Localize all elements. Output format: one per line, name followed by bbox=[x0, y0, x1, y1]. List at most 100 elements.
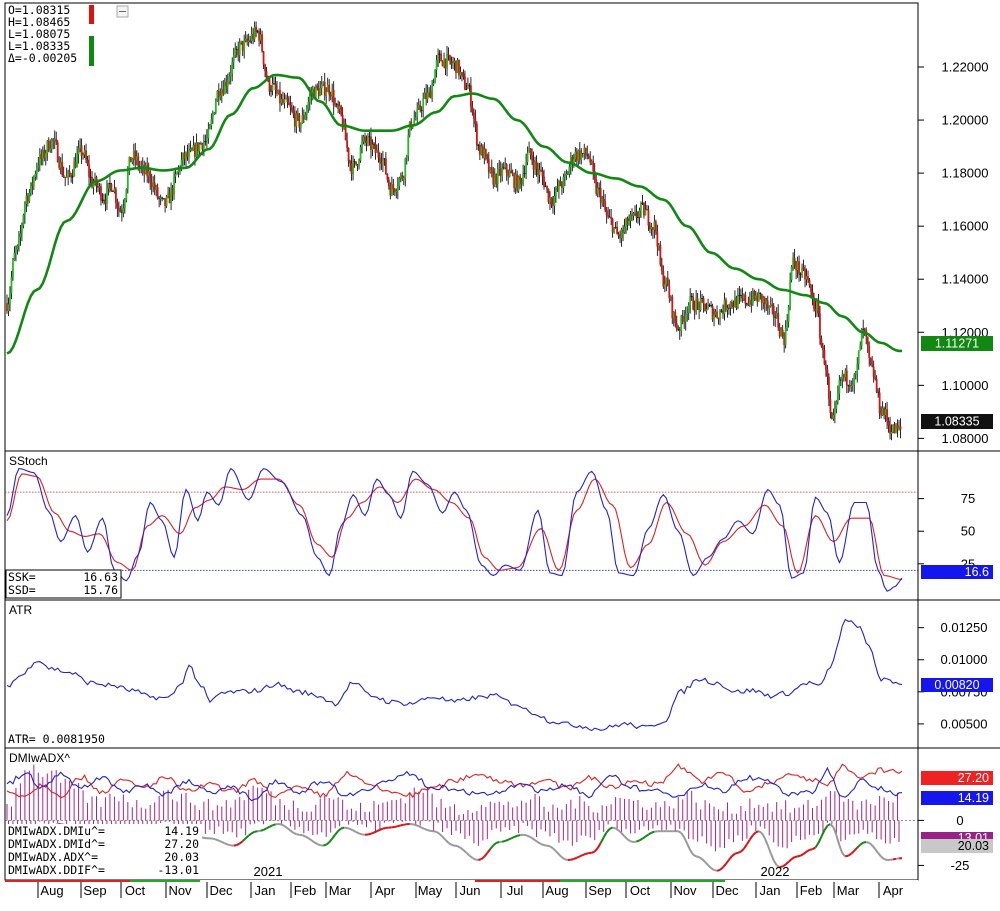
price-bar-body bbox=[55, 139, 57, 143]
ddif-line-segment bbox=[580, 855, 583, 856]
panel-settings-icon[interactable] bbox=[117, 6, 128, 17]
ddif-line-segment bbox=[636, 840, 639, 841]
ddif-line-segment bbox=[505, 840, 508, 841]
price-bar-body bbox=[497, 169, 499, 184]
price-bar-body bbox=[592, 161, 594, 171]
price-bar-body bbox=[175, 174, 177, 176]
svg-text:16.6: 16.6 bbox=[965, 565, 989, 579]
ddif-line-segment bbox=[219, 841, 222, 842]
ddif-line-segment bbox=[613, 828, 616, 829]
price-bar-body bbox=[503, 168, 505, 169]
year-label: 2021 bbox=[254, 864, 283, 879]
price-bar-body bbox=[36, 168, 38, 174]
price-bar-body bbox=[272, 83, 274, 91]
price-bar-body bbox=[378, 150, 380, 157]
svg-text:0.00820: 0.00820 bbox=[934, 678, 979, 692]
price-bar-body bbox=[419, 105, 421, 110]
price-bar-body bbox=[850, 386, 852, 387]
price-bar-body bbox=[452, 63, 454, 65]
price-bar-body bbox=[446, 54, 448, 68]
price-bar-body bbox=[464, 77, 466, 90]
price-bar-body bbox=[422, 99, 424, 110]
price-bar-body bbox=[11, 277, 13, 293]
x-axis-color-band bbox=[560, 880, 725, 882]
price-bar-body bbox=[106, 188, 108, 203]
month-label: Aug bbox=[545, 883, 568, 898]
price-bar-body bbox=[667, 278, 669, 287]
ddif-line-segment bbox=[228, 845, 231, 846]
price-bar-body bbox=[263, 51, 265, 64]
atr-value-text: ATR= 0.0081950 bbox=[8, 732, 105, 746]
price-bar-body bbox=[852, 385, 854, 386]
price-bar-body bbox=[473, 112, 475, 118]
price-bar-body bbox=[633, 213, 635, 216]
price-bar-body bbox=[72, 176, 74, 177]
price-bar-body bbox=[832, 415, 834, 419]
price-bar-body bbox=[213, 113, 215, 114]
price-bar-body bbox=[656, 231, 658, 246]
ddif-line-segment bbox=[795, 856, 798, 857]
price-bar-body bbox=[789, 280, 791, 307]
price-bar-body bbox=[877, 392, 879, 393]
price-bar-body bbox=[639, 210, 641, 217]
price-bar-body bbox=[846, 370, 848, 384]
price-bar-body bbox=[124, 200, 126, 208]
atr-tick-label: 0.01250 bbox=[941, 620, 988, 635]
price-bar-body bbox=[873, 367, 875, 378]
price-bar-body bbox=[588, 155, 590, 158]
price-bar-body bbox=[176, 172, 178, 174]
price-bar-body bbox=[782, 330, 784, 336]
price-bar-body bbox=[397, 186, 399, 191]
ddif-line-segment bbox=[380, 829, 383, 830]
price-y-axis: 1.220001.200001.180001.160001.140001.120… bbox=[918, 60, 989, 446]
price-bar-body bbox=[388, 180, 390, 186]
price-bar-body bbox=[328, 85, 330, 94]
price-bar-body bbox=[719, 311, 721, 320]
ddif-line-segment bbox=[323, 845, 326, 846]
ddif-line-segment bbox=[296, 834, 299, 835]
price-bar-body bbox=[85, 150, 87, 159]
price-bar-body bbox=[355, 161, 357, 164]
price-bar-body bbox=[21, 226, 23, 234]
price-tick-label: 1.08000 bbox=[942, 431, 989, 446]
ohlc-info-box: O=1.08315 H=1.08465 L=1.08075 L=1.08335 … bbox=[6, 3, 94, 67]
price-tick-label: 1.10000 bbox=[942, 378, 989, 393]
ddif-line-segment bbox=[651, 832, 654, 833]
price-bar-body bbox=[461, 72, 463, 73]
price-bar-body bbox=[713, 315, 715, 320]
price-bar-body bbox=[777, 313, 779, 328]
ddif-line-segment bbox=[452, 845, 455, 846]
month-label: Mar bbox=[837, 883, 860, 898]
price-bar-body bbox=[613, 227, 615, 232]
price-bar-body bbox=[610, 217, 612, 219]
price-bar-body bbox=[122, 208, 124, 213]
month-label: Dec bbox=[209, 883, 233, 898]
price-bar-body bbox=[78, 148, 80, 154]
ssd-value: 15.76 bbox=[83, 583, 118, 597]
price-bar-body bbox=[18, 237, 20, 245]
svg-text:20.03: 20.03 bbox=[958, 839, 989, 853]
price-bar-body bbox=[66, 176, 68, 177]
price-bar-body bbox=[131, 159, 133, 163]
month-label: Jul bbox=[507, 883, 524, 898]
price-bar-body bbox=[212, 114, 214, 119]
price-bar-body bbox=[157, 187, 159, 198]
price-bar-body bbox=[437, 55, 439, 60]
ddif-line-segment bbox=[714, 870, 717, 871]
price-bar-body bbox=[199, 144, 201, 151]
price-bar-body bbox=[463, 73, 465, 76]
price-bar-body bbox=[491, 167, 493, 171]
price-bar-body bbox=[207, 129, 209, 138]
svg-text:27.20: 27.20 bbox=[958, 771, 989, 785]
price-bar-body bbox=[28, 193, 30, 201]
price-bar-body bbox=[118, 208, 120, 210]
ddif-line-segment bbox=[234, 845, 237, 846]
price-bar-body bbox=[321, 84, 323, 88]
price-bar-body bbox=[551, 198, 553, 205]
price-bar-body bbox=[173, 176, 175, 194]
ddif-line-segment bbox=[368, 834, 371, 835]
price-bar-body bbox=[300, 123, 302, 128]
price-bar-body bbox=[568, 167, 570, 174]
